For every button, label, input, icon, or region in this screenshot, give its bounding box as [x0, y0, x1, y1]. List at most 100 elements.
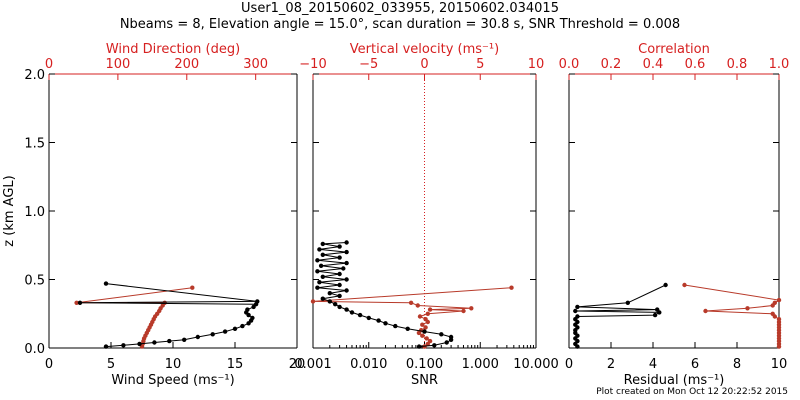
data-point-red	[424, 336, 429, 341]
data-point-black	[337, 255, 342, 260]
x-tick-label-top: 0.4	[643, 57, 664, 72]
data-point-black	[327, 299, 332, 304]
x-tick-label-top: 0.2	[601, 57, 622, 72]
data-point-black	[652, 312, 658, 318]
x-tick-label-top: 0.6	[685, 57, 706, 72]
snr-panel: 0.001 0.010 0.100 1.000 10.000 −10 −5 0 5 10 SNR Ve…	[294, 42, 558, 388]
data-point-black	[344, 288, 349, 293]
x-tick-label-top: 1.0	[769, 57, 790, 72]
data-point-black	[366, 315, 371, 321]
data-point-black	[416, 344, 422, 349]
data-point-black	[317, 247, 322, 252]
data-point-black	[344, 249, 349, 255]
x-tick-label-bottom: 20	[289, 357, 306, 372]
data-point-black	[137, 341, 142, 347]
x-axis-label-bottom: Residual (ms⁻¹)	[624, 373, 725, 388]
y-tick-label: 0.5	[24, 274, 45, 289]
data-point-black	[182, 337, 187, 342]
residual-panel: 0 2 4 6 8 10 0.0 0.2 0.4 0.6 0.8 1.0 Residual (ms⁻¹)…	[559, 42, 790, 388]
data-point-black	[315, 285, 320, 290]
data-point-red	[408, 300, 414, 305]
data-point-red	[772, 300, 777, 305]
data-point-red	[310, 299, 316, 304]
data-point-black	[337, 271, 342, 277]
x-tick-label-top: 200	[174, 57, 199, 72]
data-point-red	[415, 303, 420, 308]
x-tick-label-bottom: 10	[771, 357, 788, 372]
data-point-black	[357, 312, 363, 318]
data-point-black	[439, 332, 444, 337]
series-line-red	[76, 287, 193, 347]
data-point-black	[337, 293, 342, 299]
data-point-black	[573, 308, 578, 314]
x-axis-label-top: Wind Direction (deg)	[106, 42, 240, 57]
data-point-black	[383, 321, 388, 326]
data-point-red	[745, 306, 750, 311]
x-tick-label-bottom: 10.000	[513, 357, 559, 372]
data-point-black	[327, 291, 332, 296]
data-point-black	[575, 314, 580, 319]
data-point-black	[315, 258, 320, 263]
data-point-black	[210, 332, 215, 337]
x-tick-label-top: 5	[476, 57, 484, 72]
data-point-red	[427, 338, 433, 344]
x-axis-label-top: Vertical velocity (ms⁻¹)	[350, 42, 499, 57]
x-tick-label-bottom: 1.000	[462, 357, 499, 372]
x-tick-label-bottom: 2	[607, 357, 615, 372]
data-point-black	[337, 282, 342, 288]
x-tick-label-bottom: 4	[649, 357, 657, 372]
data-point-red	[776, 297, 782, 303]
data-point-black	[255, 299, 260, 304]
plot-footer: Plot created on Mon Oct 12 20:22:52 2015	[596, 387, 788, 397]
y-tick-label: 1.0	[24, 205, 45, 220]
y-tick-label: 2.0	[24, 68, 45, 83]
data-point-red	[420, 333, 425, 338]
data-point-black	[320, 241, 325, 247]
data-point-red	[469, 306, 474, 311]
data-point-black	[625, 300, 630, 305]
data-point-black	[344, 277, 349, 282]
x-tick-label-top: −5	[359, 57, 378, 72]
data-point-black	[318, 263, 324, 268]
x-axis-label-top: Correlation	[638, 42, 710, 57]
x-tick-label-top: −10	[299, 57, 326, 72]
data-point-black	[152, 340, 157, 345]
x-tick-label-top: 0.0	[559, 57, 580, 72]
data-point-red	[423, 317, 428, 322]
data-point-black	[341, 266, 346, 271]
data-point-black	[337, 244, 342, 249]
x-tick-label-bottom: 0	[45, 357, 53, 372]
chart-subtitle: Nbeams = 8, Elevation angle = 15.0°, sca…	[119, 17, 681, 32]
data-point-red	[423, 325, 428, 330]
x-tick-label-bottom: 0.001	[294, 357, 331, 372]
data-point-black	[232, 326, 238, 331]
x-axis-label-bottom: Wind Speed (ms⁻¹)	[111, 373, 234, 388]
series-line-red	[312, 287, 512, 347]
data-point-black	[333, 302, 338, 307]
series-line-black	[79, 283, 258, 348]
data-point-black	[344, 307, 349, 312]
x-tick-label-bottom: 5	[107, 357, 115, 372]
data-point-black	[317, 280, 322, 285]
x-tick-label-bottom: 10	[165, 357, 182, 372]
series-line-red	[684, 284, 781, 347]
x-tick-label-bottom: 0.100	[406, 357, 443, 372]
x-tick-label-top: 100	[105, 57, 130, 72]
data-point-red	[427, 307, 433, 312]
data-point-black	[320, 252, 325, 257]
data-point-black	[344, 240, 349, 245]
data-point-black	[315, 269, 320, 274]
data-point-black	[575, 304, 580, 310]
x-tick-label-top: 300	[243, 57, 268, 72]
data-point-black	[121, 343, 126, 348]
data-point-black	[663, 282, 668, 288]
data-point-black	[337, 304, 342, 310]
data-point-black	[167, 338, 172, 344]
x-tick-label-bottom: 0	[565, 357, 573, 372]
data-point-red	[509, 285, 514, 290]
data-point-black	[103, 281, 109, 286]
data-point-red	[461, 308, 466, 314]
data-point-red	[776, 317, 782, 322]
